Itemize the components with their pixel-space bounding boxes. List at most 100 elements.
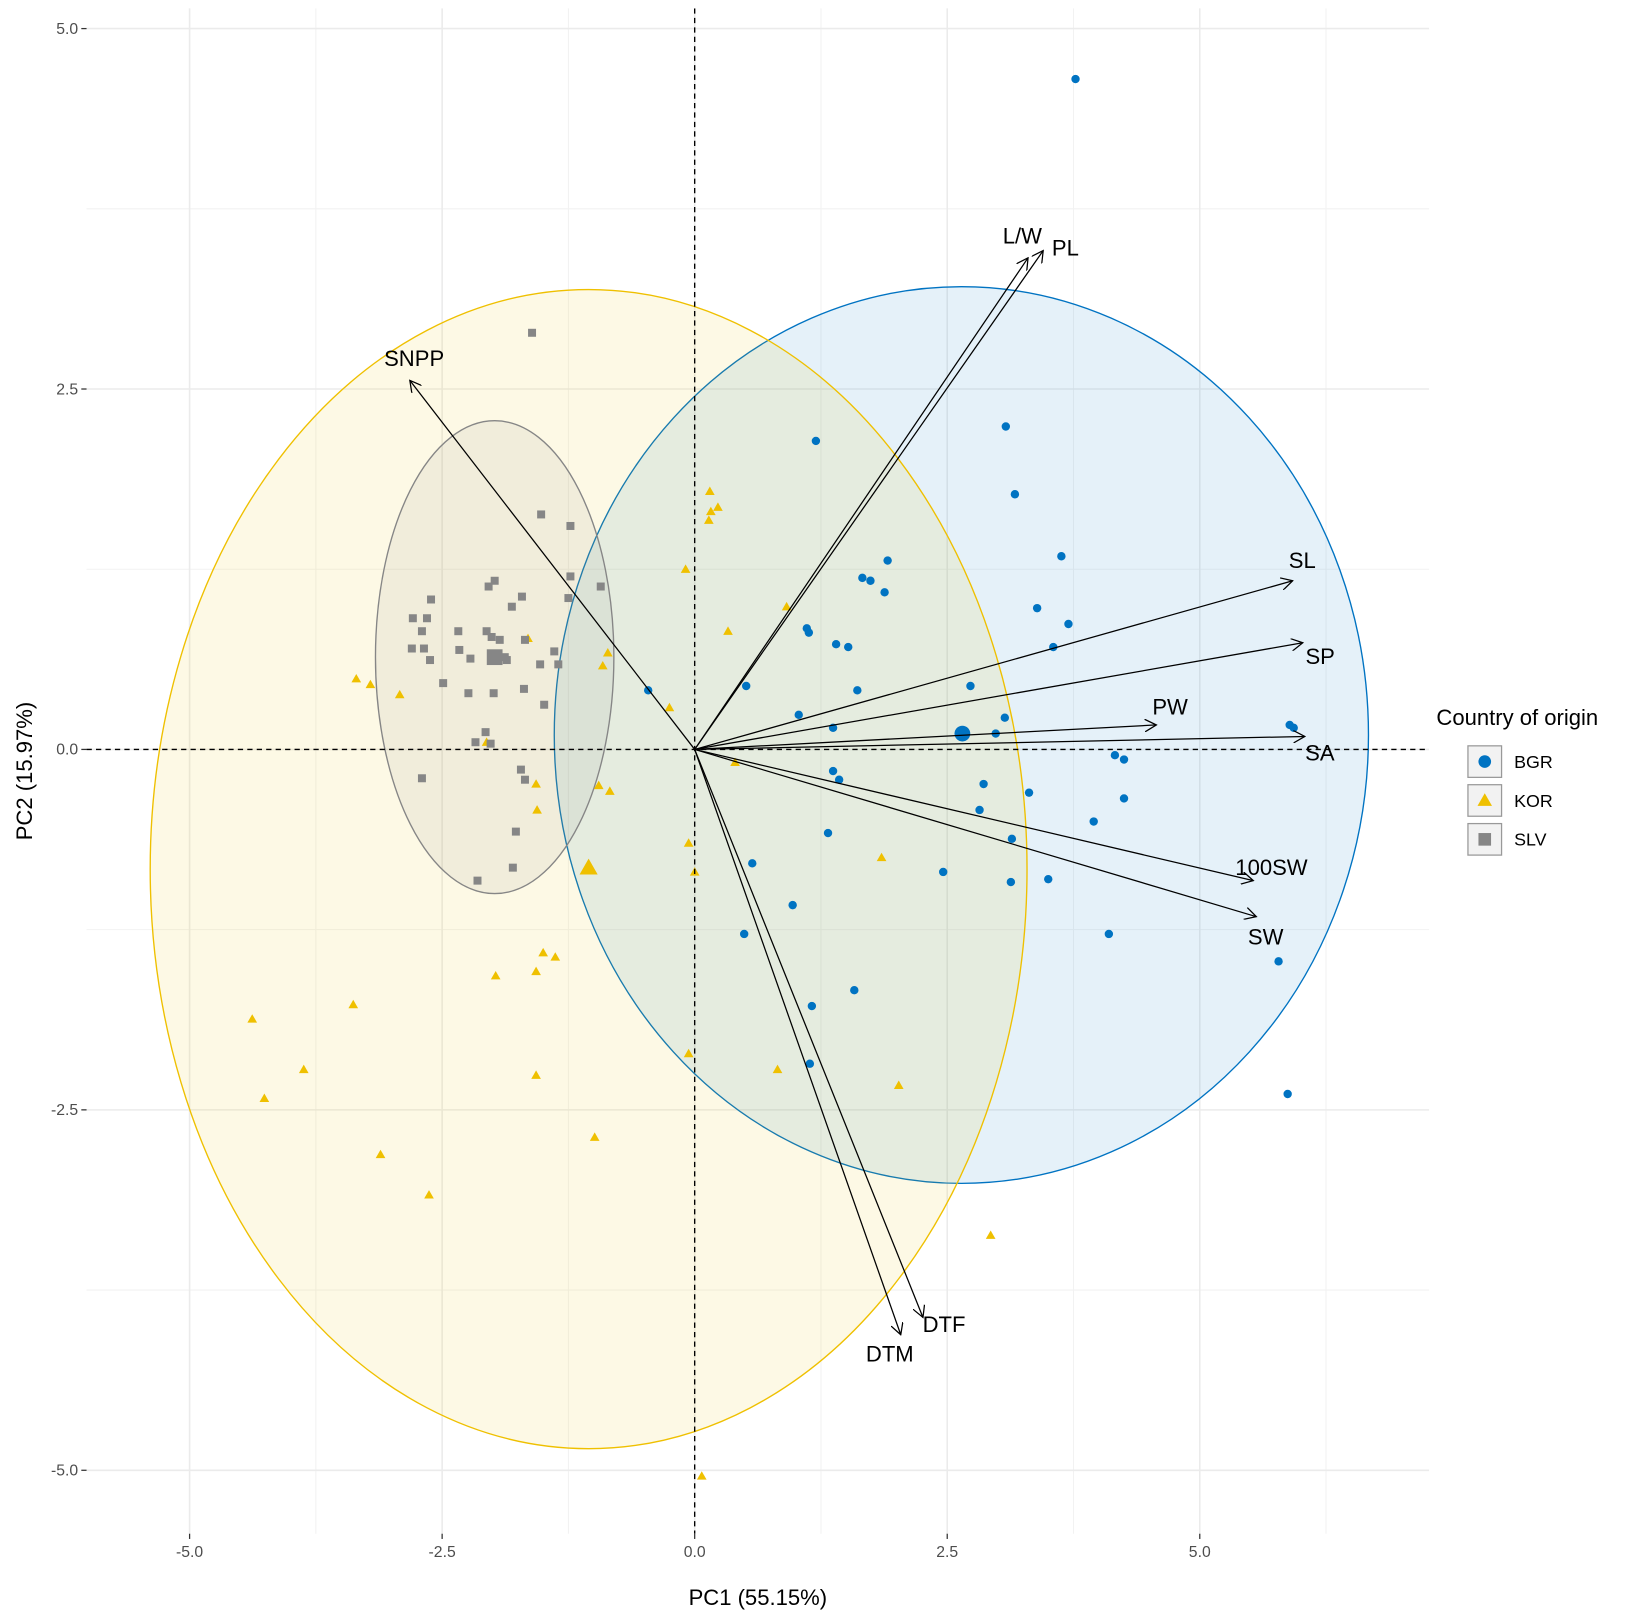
point	[596, 582, 605, 591]
y-tick-label: 5.0	[56, 21, 78, 38]
point	[1024, 788, 1034, 797]
point	[742, 681, 751, 691]
centroid	[954, 725, 971, 742]
point	[531, 1070, 541, 1079]
loading-arrow	[694, 749, 923, 1317]
point	[858, 573, 867, 583]
point	[455, 645, 464, 654]
legend-symbol	[1477, 793, 1493, 806]
point	[550, 952, 561, 961]
point	[739, 929, 749, 939]
point	[1104, 929, 1114, 939]
point	[1006, 877, 1016, 887]
point	[259, 1093, 270, 1102]
point	[1010, 490, 1020, 499]
point	[883, 556, 892, 565]
loading-label: SW	[1248, 924, 1284, 949]
point	[602, 648, 613, 657]
point	[866, 576, 875, 585]
point	[365, 679, 376, 689]
point	[844, 642, 853, 652]
point	[1119, 755, 1129, 764]
point	[394, 689, 405, 699]
point	[1057, 552, 1066, 561]
point	[531, 779, 541, 788]
point	[1110, 750, 1120, 760]
point	[1283, 1089, 1292, 1099]
point	[966, 681, 975, 691]
point	[1044, 874, 1053, 884]
x-tick-label: -5.0	[176, 1544, 203, 1561]
point	[705, 486, 715, 495]
point	[748, 859, 757, 868]
y-tick-label: -5.0	[51, 1463, 78, 1480]
point	[464, 689, 473, 698]
point	[876, 852, 887, 862]
loading-label: DTF	[923, 1312, 966, 1337]
point	[466, 654, 475, 663]
point	[502, 656, 511, 665]
point	[426, 656, 435, 665]
loading-arrow	[694, 749, 901, 1334]
loading-label: SP	[1305, 644, 1334, 669]
y-tick-label: 0.0	[56, 742, 78, 759]
x-tick-label: 5.0	[1189, 1544, 1211, 1561]
point	[1089, 817, 1098, 826]
loading-label: 100SW	[1235, 855, 1307, 880]
point	[247, 1014, 258, 1023]
point	[589, 1132, 600, 1141]
point	[853, 686, 862, 695]
point	[471, 738, 480, 747]
point	[407, 644, 416, 653]
point	[566, 521, 575, 530]
point	[831, 639, 841, 649]
point	[351, 673, 362, 683]
point	[481, 728, 490, 737]
loading-arrow	[694, 251, 1044, 750]
point	[532, 805, 542, 814]
point	[828, 766, 838, 776]
point	[1064, 619, 1073, 629]
point	[1119, 794, 1129, 803]
x-axis-title: PC1 (55.15%)	[689, 1585, 827, 1610]
point	[807, 1001, 817, 1011]
legend-symbol	[1478, 833, 1492, 846]
loading-arrow	[694, 748, 1254, 880]
point	[683, 1048, 694, 1058]
point	[508, 863, 517, 872]
loading-label: SA	[1305, 740, 1335, 765]
point	[597, 660, 608, 670]
centroid	[579, 858, 598, 875]
point	[1032, 603, 1042, 613]
point	[604, 786, 615, 795]
point	[531, 966, 541, 976]
point	[975, 805, 984, 815]
point	[520, 775, 529, 784]
point	[893, 1080, 904, 1089]
legend-label: BGR	[1514, 752, 1553, 772]
point	[427, 595, 436, 604]
point	[723, 626, 733, 635]
point	[564, 594, 573, 603]
point	[706, 506, 716, 516]
point	[794, 710, 803, 720]
loading-arrow	[694, 748, 1257, 916]
point	[1289, 723, 1298, 733]
point	[454, 627, 463, 636]
point	[348, 999, 359, 1009]
point	[696, 1471, 707, 1480]
x-tick-label: -2.5	[429, 1544, 456, 1561]
point	[680, 564, 691, 573]
point	[566, 572, 575, 581]
point	[298, 1064, 309, 1074]
point	[489, 689, 498, 698]
point	[486, 739, 495, 748]
point	[519, 684, 528, 693]
point	[417, 774, 426, 783]
point	[554, 660, 563, 669]
point	[1000, 713, 1010, 722]
point	[536, 660, 545, 669]
point	[1001, 422, 1011, 431]
point	[781, 601, 792, 611]
